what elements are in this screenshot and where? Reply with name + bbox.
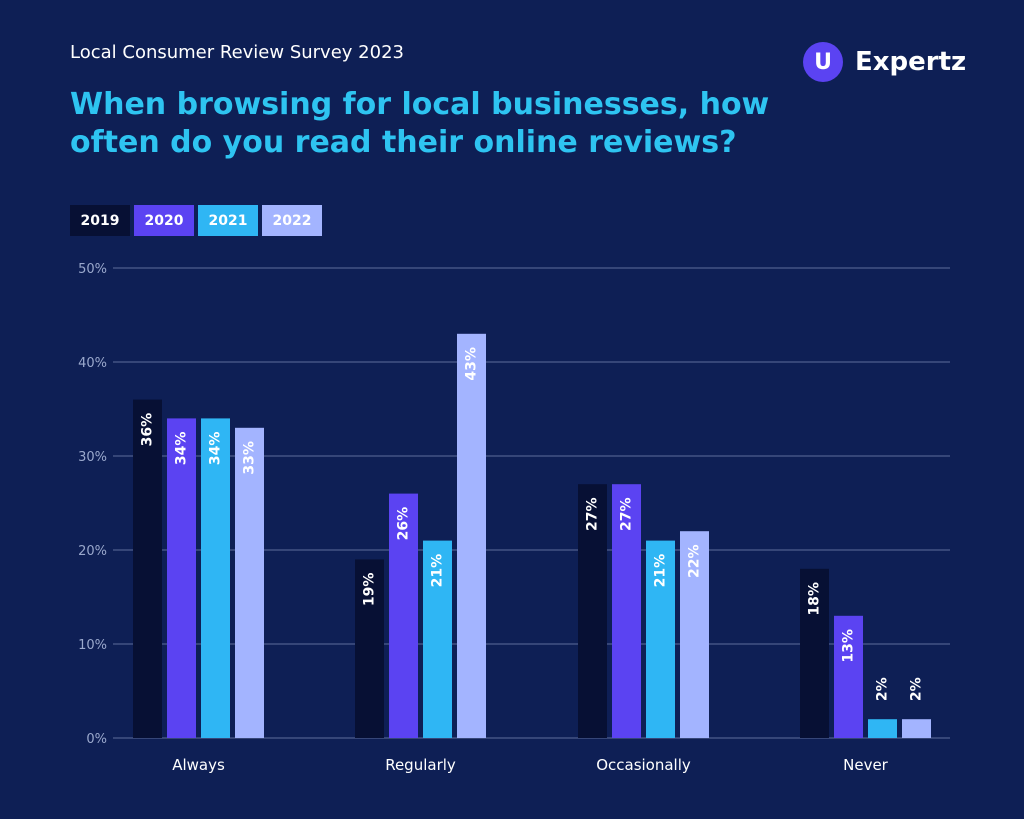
data-label: 13% (841, 629, 857, 663)
y-tick-label: 0% (86, 732, 107, 747)
category-label: Never (843, 756, 889, 774)
bar-2021-occasionally (646, 540, 675, 738)
bar-2020-occasionally (612, 484, 641, 738)
brand-mark-icon: U (803, 42, 843, 82)
data-label: 18% (807, 582, 823, 616)
data-label: 33% (242, 441, 258, 475)
bar-2022-occasionally (680, 531, 709, 738)
data-label: 27% (585, 497, 601, 531)
bar-2019-regularly (355, 559, 384, 738)
data-label: 26% (396, 507, 412, 541)
data-labels: 36% 34% 34% 33% 19% 26% 21% 43% 27% 27% 21% 22% 18% 1… (140, 347, 925, 701)
legend-item-2021: 2021 (198, 205, 258, 236)
data-label: 34% (174, 432, 190, 466)
legend-item-2022: 2022 (262, 205, 322, 236)
data-label: 2% (909, 677, 925, 701)
survey-subtitle: Local Consumer Review Survey 2023 (70, 42, 404, 63)
bar-2021-regularly (423, 540, 452, 738)
bar-2020-regularly (389, 493, 418, 738)
bar-2021-never (868, 719, 897, 738)
category-label: Always (172, 756, 225, 774)
data-label: 21% (430, 554, 446, 588)
brand-name: Expertz (855, 47, 967, 77)
y-tick-label: 20% (78, 544, 107, 559)
brand-logo: U Expertz (803, 42, 966, 82)
y-tick-label: 30% (78, 450, 107, 465)
legend-item-2019: 2019 (70, 205, 130, 236)
data-label: 34% (208, 432, 224, 466)
bar-2022-always (235, 427, 264, 738)
data-label: 36% (140, 413, 156, 447)
bar-2022-regularly (457, 333, 486, 738)
data-label: 19% (362, 573, 378, 607)
data-label: 21% (653, 554, 669, 588)
category-label: Regularly (385, 756, 456, 774)
data-label: 27% (619, 497, 635, 531)
data-label: 22% (687, 544, 703, 578)
chart-legend: 2019 2020 2021 2022 (70, 205, 322, 236)
data-label: 2% (875, 677, 891, 701)
data-label: 43% (464, 347, 480, 381)
y-tick-label: 50% (78, 262, 107, 277)
bar-2019-occasionally (578, 484, 607, 738)
bar-2020-never (834, 615, 863, 738)
y-tick-label: 40% (78, 356, 107, 371)
chart-title: When browsing for local businesses, how … (70, 87, 770, 160)
category-labels: Always Regularly Occasionally Never (172, 756, 888, 774)
bar-2019-always (133, 399, 162, 738)
category-label: Occasionally (596, 756, 691, 774)
y-tick-label: 10% (78, 638, 107, 653)
bars (133, 333, 931, 738)
bar-2020-always (167, 418, 196, 738)
bar-2021-always (201, 418, 230, 738)
bar-2022-never (902, 719, 931, 738)
legend-item-2020: 2020 (134, 205, 194, 236)
bar-2019-never (800, 568, 829, 738)
